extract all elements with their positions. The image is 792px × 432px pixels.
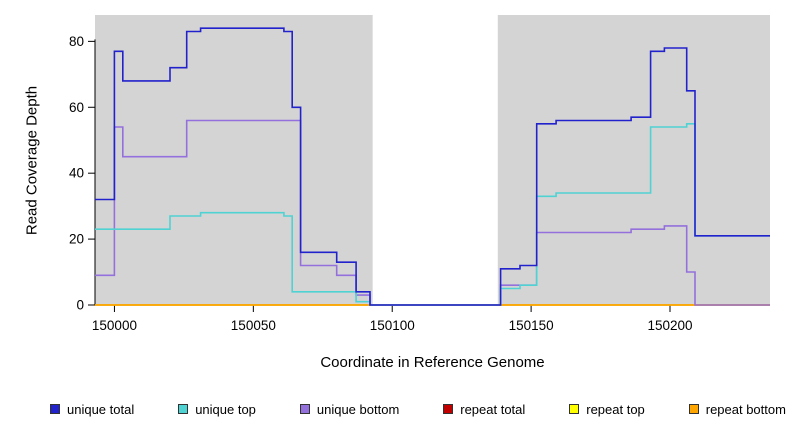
- legend-item-repeat-total: repeat total: [443, 402, 525, 417]
- legend-item-repeat-top: repeat top: [569, 402, 645, 417]
- legend-label: repeat total: [460, 401, 526, 417]
- series-unique-total: [95, 27, 770, 306]
- legend-item-unique-top: unique top: [178, 402, 256, 417]
- plot-background-region: [497, 15, 770, 305]
- y-tick-label: 20: [69, 232, 84, 247]
- legend-label: repeat top: [586, 401, 645, 417]
- y-tick-label: 60: [69, 100, 84, 115]
- plot-background-region: [95, 15, 373, 305]
- legend-swatch-repeat-total: [443, 404, 454, 414]
- legend-item-repeat-bottom: repeat bottom: [688, 401, 786, 417]
- legend-swatch-unique-top: [178, 404, 189, 414]
- x-axis-title: Coordinate in Reference Genome: [320, 354, 545, 371]
- plot-background-region: [372, 15, 498, 305]
- legend-label: unique top: [195, 401, 256, 417]
- x-tick-label: 150050: [231, 318, 276, 333]
- legend-label: unique bottom: [316, 401, 400, 417]
- x-tick-label: 150150: [509, 318, 554, 333]
- legend-label: unique total: [67, 401, 135, 417]
- y-tick-label: 0: [76, 298, 84, 313]
- legend-item-unique-bottom: unique bottom: [299, 401, 400, 417]
- x-tick-label: 150200: [647, 318, 692, 333]
- y-tick-label: 40: [69, 166, 84, 181]
- legend-swatch-repeat-top: [569, 404, 580, 414]
- x-tick-label: 150000: [92, 318, 137, 333]
- legend: unique total unique top unique bottom re…: [50, 398, 786, 420]
- legend-swatch-unique-total: [50, 404, 60, 414]
- legend-swatch-unique-bottom: [299, 404, 310, 414]
- y-axis-title: Read Coverage Depth: [23, 85, 41, 236]
- x-tick-label: 150100: [370, 318, 415, 333]
- y-tick-label: 80: [69, 34, 84, 49]
- legend-item-unique-total: unique total: [50, 402, 134, 417]
- legend-label: repeat bottom: [705, 401, 786, 417]
- legend-swatch-repeat-bottom: [688, 404, 699, 414]
